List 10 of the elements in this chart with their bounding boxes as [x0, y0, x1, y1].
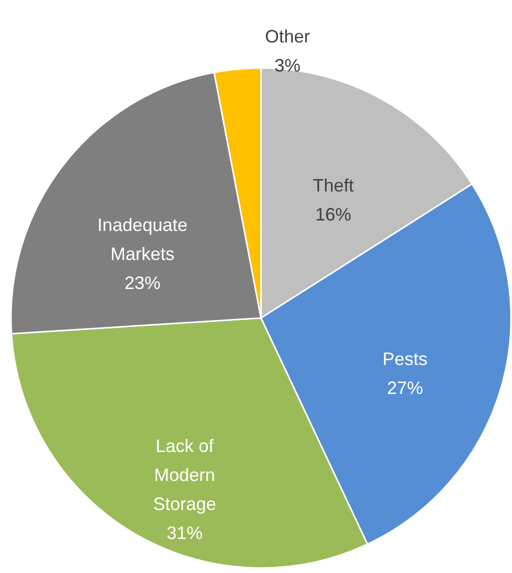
slice-label: Pests — [382, 348, 428, 369]
slice-label: Lack of Modern Storage — [153, 436, 216, 514]
data-label: 16% — [315, 204, 352, 225]
data-label: 23% — [124, 273, 160, 294]
data-label: 3% — [274, 55, 301, 76]
slice-label: Inadequate Markets — [97, 215, 188, 264]
slice-label: Theft — [312, 176, 354, 196]
data-label: 27% — [387, 378, 424, 398]
data-label: 31% — [166, 523, 203, 544]
slice-label: Other — [265, 26, 310, 46]
